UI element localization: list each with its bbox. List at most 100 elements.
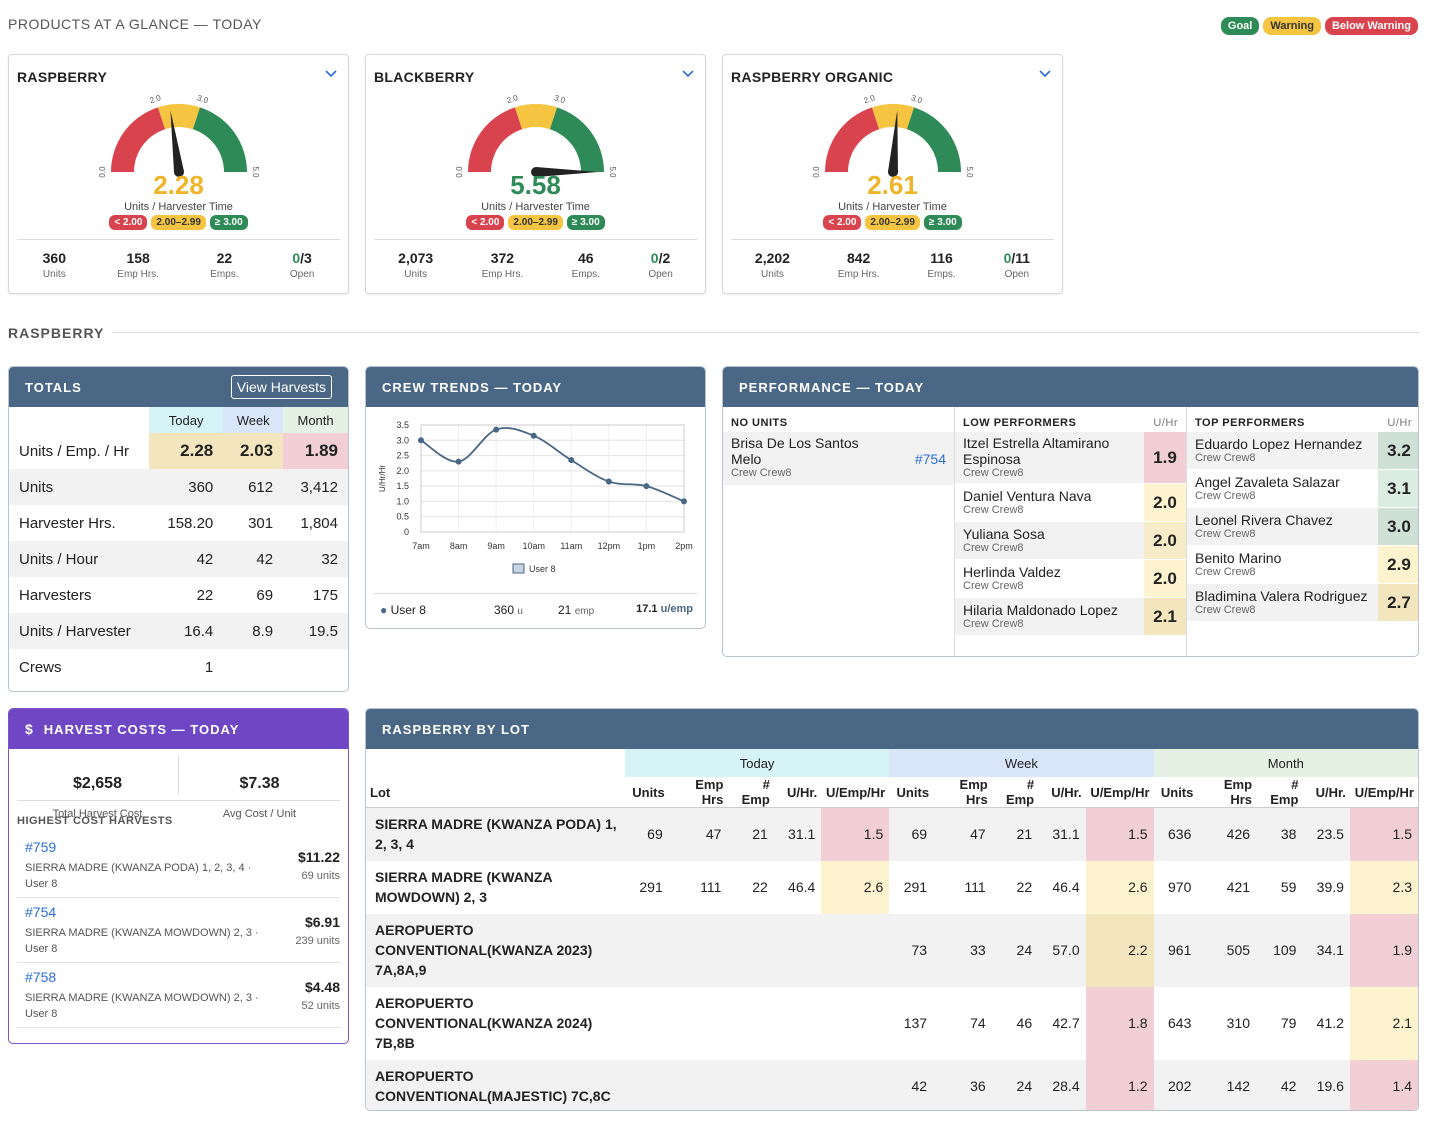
performer-row[interactable]: Itzel Estrella Altamirano Espinosa Crew C… (955, 432, 1186, 484)
performer-row[interactable]: Hilaria Maldonado Lopez Crew Crew8 2.1 (955, 598, 1186, 636)
y-tick-label: 3.5 (396, 420, 409, 430)
totals-panel: TOTALS View Harvests Today Week Month Un… (8, 366, 349, 692)
chevron-down-icon[interactable] (681, 67, 695, 81)
gauge-needle (888, 110, 898, 173)
status-legend: Goal Warning Below Warning (1220, 17, 1418, 35)
threshold-chip: < 2.00 (466, 215, 505, 230)
gauge-threshold-chips: < 2.00 2.00–2.99 ≥ 3.00 (723, 215, 1062, 230)
column-header: U/Hr. (1302, 777, 1350, 808)
performer-crew: Crew Crew8 (963, 580, 1024, 592)
totals-value: 175 (312, 586, 338, 604)
gauge-tick-label: 5.0 (251, 166, 260, 178)
lot-value: 202 (1168, 1078, 1192, 1094)
gauge-needle (170, 110, 184, 173)
harvest-link[interactable]: #754 (25, 904, 57, 920)
performer-row[interactable]: Herlinda Valdez Crew Crew8 2.0 (955, 560, 1186, 598)
chevron-down-icon[interactable] (1038, 67, 1052, 81)
open-harvests[interactable]: 0/11 Open (1003, 250, 1031, 280)
y-axis-label: U/Hr/Hr (378, 465, 387, 492)
lot-value: 41.2 (1316, 1015, 1344, 1031)
harvest-description: SIERRA MADRE (KWANZA MOWDOWN) 2, 3 · Use… (25, 927, 259, 955)
lot-value: 636 (1168, 826, 1192, 843)
crew-trend-chart: 0 0.5 1.0 1.5 2.0 2.5 3.0 3.5 7am 8am 9am 10am 11am 1… (378, 420, 693, 574)
chevron-down-icon[interactable] (324, 67, 338, 81)
view-harvests-button[interactable]: View Harvests (230, 375, 332, 399)
performer-name: Herlinda Valdez (963, 564, 1061, 580)
gauge-tick-label: 3.0 (553, 93, 567, 105)
stat: 46 Emps. (571, 250, 600, 280)
lot-value (669, 914, 728, 987)
harvest-cost: $11.22 (297, 849, 340, 865)
totals-value: 8.9 (223, 613, 284, 649)
lot-value: 22 (1016, 879, 1033, 895)
performer-row[interactable]: Bladimina Valera Rodriguez Crew Crew8 2.7 (1187, 584, 1418, 622)
performer-name: Leonel Rivera Chavez (1195, 512, 1333, 528)
lot-value: 1.8 (1085, 986, 1154, 1060)
gauge-tick-label: 2.0 (149, 93, 163, 105)
performer-name: Yuliana Sosa (963, 526, 1045, 542)
performer-crew: Crew Crew8 (1195, 528, 1256, 540)
performer-crew: Crew Crew8 (1195, 566, 1256, 578)
gauge-tick-label: 2.0 (506, 93, 520, 105)
performer-name: Benito Marino (1195, 550, 1282, 566)
lot-value: 1.5 (1349, 807, 1418, 861)
performer-row[interactable]: Eduardo Lopez Hernandez Crew Crew8 3.2 (1187, 432, 1418, 470)
open-harvests[interactable]: 0/2 Open (648, 250, 673, 280)
performer-row[interactable]: Daniel Ventura Nava Crew Crew8 2.0 (955, 484, 1186, 522)
y-tick-label: 1.0 (396, 496, 409, 506)
performance-title: PERFORMANCE — TODAY (723, 367, 1418, 407)
column-header: Units (889, 777, 934, 808)
no-units-harvest-link[interactable]: #754 (914, 450, 946, 467)
column-header: U/Hr. (773, 777, 822, 808)
crew-trends-panel: CREW TRENDS — TODAY 0 0.5 1.0 1.5 2.0 2.5 3.0 3… (365, 366, 706, 629)
harvest-link[interactable]: #758 (25, 969, 57, 985)
crew-foot-units: 360 u (494, 603, 523, 617)
performer-crew: Crew Crew8 (963, 467, 1024, 479)
harvest-costs-panel: $ HARVEST COSTS — TODAY $2,658 Total Harv… (8, 708, 349, 1044)
performer-row[interactable]: Benito Marino Crew Crew8 2.9 (1187, 546, 1418, 584)
crew-trends-title: CREW TRENDS — TODAY (366, 367, 705, 407)
no-units-row: Brisa De Los Santos Melo Crew Crew8 #754 (723, 432, 954, 486)
gauge-tick-label: 5.0 (965, 166, 974, 178)
column-header: Emp Hrs (1197, 777, 1257, 808)
lot-name: SIERRA MADRE (KWANZA PODA) 1, 2, 3, 4 (375, 816, 617, 853)
totals-row-label: Harvester Hrs. (19, 514, 116, 532)
totals-row-label: Harvesters (19, 586, 92, 604)
lot-value: 109 (1273, 942, 1297, 958)
lot-value: 111 (964, 879, 986, 895)
section-title: RASPBERRY (8, 325, 105, 341)
performer-score: 2.0 (1144, 560, 1186, 597)
product-stats: 2,073 Units 372 Emp Hrs. 46 Emps. 0/2 Open (374, 250, 697, 280)
totals-value: 3,412 (283, 469, 348, 505)
gauge-subtitle: Units / Harvester Time (124, 201, 233, 213)
y-tick-label: 2.0 (396, 466, 409, 476)
y-tick-label: 2.5 (396, 451, 409, 461)
legend-below-warning: Below Warning (1324, 17, 1418, 35)
lot-value: 31.1 (1052, 826, 1080, 843)
performer-row[interactable]: Leonel Rivera Chavez Crew Crew8 3.0 (1187, 508, 1418, 546)
lot-value: 21 (1016, 826, 1033, 843)
performer-name: Bladimina Valera Rodriguez (1195, 588, 1368, 604)
harvest-link[interactable]: #759 (25, 839, 57, 855)
top-performers-column: TOP PERFORMERS U/Hr Eduardo Lopez Hernand… (1187, 407, 1418, 656)
lot-value: 2.6 (1085, 860, 1154, 914)
x-tick-label: 7am (412, 541, 430, 551)
performer-score: 2.0 (1144, 522, 1186, 559)
totals-value: 19.5 (283, 613, 348, 649)
lot-value (625, 987, 669, 1060)
performer-score: 1.9 (1144, 432, 1186, 483)
product-stats: 2,202 Units 842 Emp Hrs. 116 Emps. 0/11 Open (731, 250, 1054, 280)
gauge-hub (531, 167, 541, 177)
performer-crew: Crew Crew8 (963, 504, 1024, 516)
lot-value: 46.4 (1052, 879, 1080, 895)
group-today: Today (624, 749, 890, 777)
column-header: U/Hr. (1038, 777, 1086, 808)
performer-row[interactable]: Yuliana Sosa Crew Crew8 2.0 (955, 522, 1186, 560)
low-unit: U/Hr (1153, 417, 1178, 429)
performer-score: 2.1 (1144, 598, 1186, 635)
lot-row: SIERRA MADRE (KWANZA PODA) 1, 2, 3, 4 69 4… (366, 807, 1418, 861)
performer-score: 2.9 (1378, 546, 1418, 583)
totals-value: 42 (223, 541, 284, 577)
performer-row[interactable]: Angel Zavaleta Salazar Crew Crew8 3.1 (1187, 470, 1418, 508)
open-harvests[interactable]: 0/3 Open (289, 250, 315, 280)
